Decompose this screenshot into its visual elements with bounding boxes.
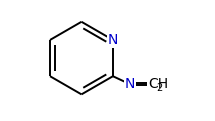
Text: 2: 2	[156, 83, 162, 93]
Text: CH: CH	[149, 77, 169, 91]
Text: N: N	[108, 33, 118, 47]
Text: N: N	[125, 77, 135, 91]
